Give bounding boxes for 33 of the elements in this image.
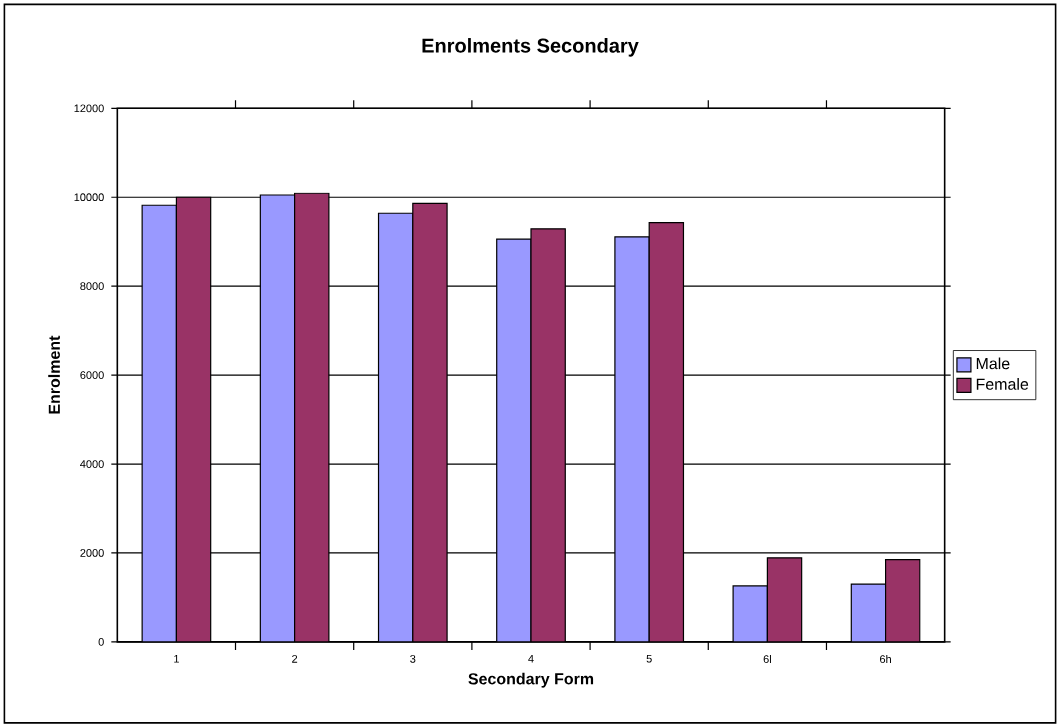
x-tick-label: 2 [292, 654, 298, 663]
bar [766, 557, 803, 642]
bar [850, 583, 887, 642]
y-tick-label: 10000 [74, 193, 104, 202]
bar [496, 238, 532, 642]
y-tick-label: 12000 [74, 104, 104, 113]
bar [614, 236, 650, 642]
y-axis-title: Enrolment [48, 335, 60, 414]
x-tick-label: 5 [646, 654, 652, 663]
legend-label: Male [976, 357, 1010, 370]
bar [141, 204, 178, 642]
bar [294, 192, 330, 642]
x-tick-label: 6l [763, 654, 771, 663]
bar [412, 202, 448, 642]
y-tick-label: 2000 [80, 548, 104, 557]
x-axis-title: Secondary Form [468, 672, 594, 688]
x-tick-label: 4 [528, 654, 534, 663]
y-tick-label: 4000 [80, 460, 104, 468]
x-tick-label: 6h [880, 654, 891, 663]
x-tick-label: 3 [410, 654, 416, 663]
y-tick-label: 6000 [80, 371, 104, 379]
bar [175, 196, 212, 642]
bar [530, 228, 566, 642]
y-tick-label: 8000 [80, 282, 104, 290]
chart-title: Enrolments Secondary [422, 37, 639, 57]
bar [732, 585, 768, 642]
bar [259, 194, 296, 642]
x-tick-label: 1 [174, 654, 179, 663]
bar [377, 212, 414, 642]
legend-label: Female [976, 377, 1029, 390]
bar [648, 221, 685, 642]
bar [884, 558, 921, 642]
y-tick-label: 0 [98, 637, 104, 646]
